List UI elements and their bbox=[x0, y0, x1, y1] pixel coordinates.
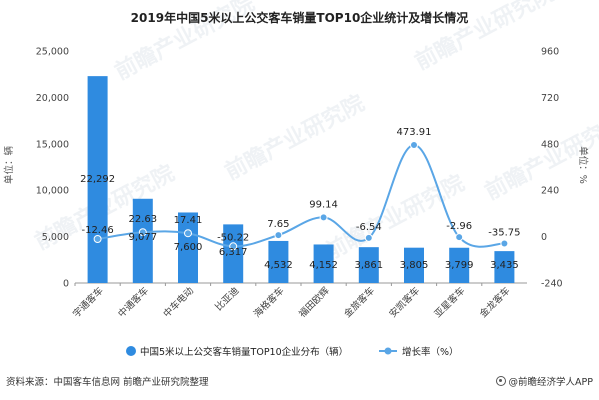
growth-value-label: -35.75 bbox=[488, 228, 520, 239]
bar-value-label: 3,805 bbox=[400, 260, 429, 271]
bar-value-label: 22,292 bbox=[80, 174, 115, 185]
x-tick-label: 安凯客车 bbox=[387, 285, 422, 320]
chart-title: 2019年中国5米以上公交客车销量TOP10企业统计及增长情况 bbox=[131, 10, 469, 25]
brand: @前瞻经济学人APP bbox=[495, 374, 593, 388]
bar-2 bbox=[132, 198, 153, 283]
bar-9 bbox=[449, 247, 470, 283]
growth-point-5 bbox=[274, 231, 283, 240]
legend-bar-swatch bbox=[126, 346, 136, 356]
bar-value-label: 3,799 bbox=[445, 260, 474, 271]
bar-8 bbox=[404, 247, 424, 283]
line-series bbox=[93, 140, 509, 251]
bar-value-label: 4,532 bbox=[264, 260, 293, 271]
y-right-tick-label: -240 bbox=[541, 279, 563, 290]
y-right-tick-label: 0 bbox=[541, 232, 547, 243]
bar-4 bbox=[223, 224, 244, 283]
y-axis-right-label: 单位：% bbox=[577, 146, 589, 184]
bar-5 bbox=[268, 240, 289, 283]
bar-3 bbox=[178, 212, 198, 283]
y-left-tick-label: 20,000 bbox=[36, 93, 69, 104]
footer: 资料来源：中国客车信息网 前瞻产业研究院整理 @前瞻经济学人APP bbox=[6, 372, 593, 390]
bar-value-label: 3,435 bbox=[490, 260, 519, 271]
bar-1 bbox=[87, 76, 108, 283]
growth-point-1 bbox=[93, 235, 102, 244]
growth-point-8 bbox=[410, 140, 418, 149]
y-left-tick-label: 0 bbox=[63, 279, 69, 290]
growth-value-label: 17.41 bbox=[174, 215, 203, 226]
brand-label: @前瞻经济学人APP bbox=[508, 377, 593, 388]
y-right-tick-label: 480 bbox=[541, 139, 559, 150]
growth-value-label: -50.22 bbox=[217, 232, 249, 243]
bar-7 bbox=[358, 247, 379, 283]
growth-value-label: 473.91 bbox=[397, 127, 432, 138]
growth-value-label: 22.63 bbox=[128, 214, 157, 225]
legend-bar-label: 中国5米以上公交客车销量TOP10企业分布（辆） bbox=[140, 346, 348, 358]
growth-value-label: -6.54 bbox=[356, 222, 382, 233]
x-tick-label: 宇通客车 bbox=[70, 285, 105, 320]
y-left-tick-label: 5,000 bbox=[42, 232, 69, 243]
bar-value-label: 6,317 bbox=[219, 247, 248, 258]
growth-point-9 bbox=[455, 233, 464, 242]
growth-point-4 bbox=[229, 242, 238, 251]
growth-point-2 bbox=[138, 228, 147, 237]
watermark-layer: 前瞻产业研究院前瞻产业研究院前瞻产业研究院前瞻产业研究院前瞻产业研究院前瞻产业研… bbox=[31, 0, 599, 265]
x-tick-label: 金旅客车 bbox=[342, 285, 377, 320]
bar-value-label: 3,861 bbox=[354, 260, 383, 271]
y-axis-left-label: 单位：辆 bbox=[3, 146, 15, 185]
growth-point-3 bbox=[184, 229, 192, 238]
growth-value-label: 99.14 bbox=[309, 199, 338, 210]
watermark-6: 前瞻产业研究院 bbox=[321, 170, 469, 265]
x-tick-label: 比亚迪 bbox=[213, 284, 242, 313]
y-right-tick-label: 720 bbox=[541, 93, 559, 104]
x-tick-label: 亚星客车 bbox=[432, 285, 467, 320]
x-tick-label: 中车电动 bbox=[161, 285, 196, 320]
growth-point-7 bbox=[364, 233, 373, 242]
bar-value-label: 9,077 bbox=[128, 232, 157, 243]
watermark-3: 前瞻产业研究院 bbox=[221, 90, 369, 185]
legend: 中国5米以上公交客车销量TOP10企业分布（辆） 增长率（%） bbox=[126, 346, 459, 358]
bar-value-label: 7,600 bbox=[174, 242, 203, 253]
bar-6 bbox=[313, 244, 334, 283]
growth-point-10 bbox=[500, 239, 509, 248]
source-note: 资料来源：中国客车信息网 前瞻产业研究院整理 bbox=[6, 377, 209, 388]
y-left-tick-label: 25,000 bbox=[36, 47, 69, 58]
brand-logo-icon bbox=[495, 376, 506, 386]
growth-point-6 bbox=[319, 213, 328, 222]
x-tick-label: 海格客车 bbox=[251, 285, 286, 320]
y-right-tick-label: 240 bbox=[541, 186, 559, 197]
legend-line-label: 增长率（%） bbox=[402, 346, 459, 358]
bar-series bbox=[87, 76, 515, 283]
x-tick-label: 福田欧辉 bbox=[296, 284, 332, 320]
growth-value-label: -12.46 bbox=[81, 225, 113, 236]
bar-value-label: 4,152 bbox=[309, 260, 338, 271]
legend-line-marker bbox=[384, 347, 392, 355]
y-left-tick-label: 15,000 bbox=[36, 139, 69, 150]
data-labels: 22,292 9,077 7,600 6,317 4,532 4,152 3,861 3,80… bbox=[80, 127, 520, 271]
y-right-tick-label: 960 bbox=[541, 47, 559, 58]
bar-10 bbox=[494, 251, 515, 283]
growth-value-label: -2.96 bbox=[446, 221, 472, 232]
x-tick-label: 中通客车 bbox=[116, 285, 151, 320]
y-left-tick-label: 10,000 bbox=[36, 186, 69, 197]
x-tick-label: 金龙客车 bbox=[477, 285, 512, 320]
growth-value-label: 7.65 bbox=[267, 219, 289, 230]
